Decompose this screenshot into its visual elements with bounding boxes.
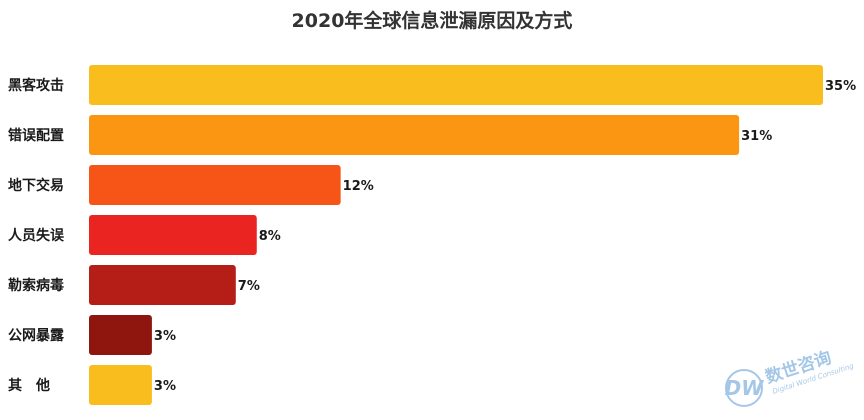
watermark-logo: DW 数世咨询 Digital World Consulting [725, 347, 855, 407]
chart-title: 2020年全球信息泄漏原因及方式 [291, 10, 573, 32]
bar [89, 115, 740, 155]
value-label: 31% [741, 129, 772, 144]
value-label: 8% [259, 229, 281, 244]
value-label: 7% [238, 279, 260, 294]
bar [89, 65, 823, 105]
value-label: 12% [343, 179, 374, 194]
category-label: 其 他 [8, 377, 50, 394]
bar [89, 315, 152, 355]
category-label: 黑客攻击 [8, 77, 64, 94]
category-label: 人员失误 [8, 227, 65, 244]
category-label: 勒索病毒 [8, 277, 64, 294]
category-label: 地下交易 [8, 177, 64, 194]
bars-layer: 黑客攻击 35% 错误配置 31% 地下交易 12% 人员失误 8% 勒索病毒 7% 公网暴露 3% 其… [8, 65, 856, 405]
value-label: 3% [154, 379, 176, 394]
category-label: 错误配置 [8, 127, 64, 144]
bar [89, 215, 257, 255]
bar [89, 165, 341, 205]
watermark-letters: DW [725, 376, 765, 400]
watermark-ring [725, 369, 763, 407]
category-label: 公网暴露 [8, 327, 65, 344]
bar [89, 265, 236, 305]
bar [89, 365, 152, 405]
value-label: 3% [154, 329, 176, 344]
value-label: 35% [825, 79, 856, 94]
